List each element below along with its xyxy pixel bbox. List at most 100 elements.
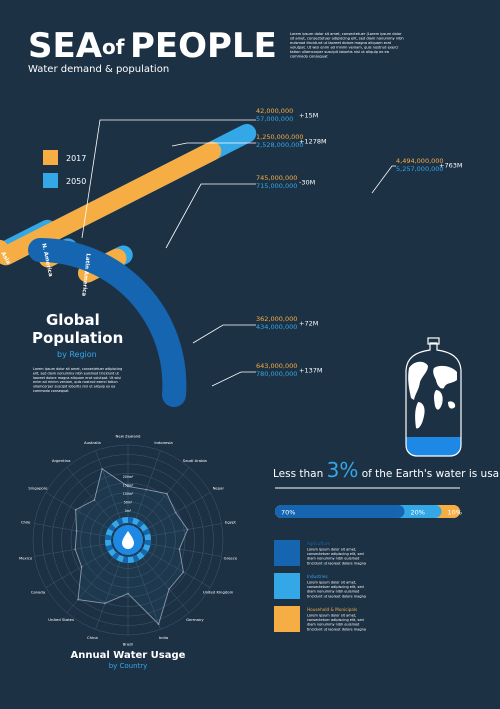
radar-spoke [127, 467, 190, 541]
intro-line: tation ullamcorper suscipit lobortis nis… [290, 50, 389, 54]
category-swatch-3 [274, 606, 300, 632]
radar-ring-segment [127, 517, 134, 524]
population-body-line: laoreet dolore magna aliquam erat volutp… [33, 376, 121, 380]
region-label-6: Latin America [80, 253, 90, 297]
radar-point-18 [101, 467, 104, 470]
legend-label-2050: 2050 [66, 177, 86, 186]
radar-spoke [45, 492, 129, 541]
water-drop-icon [122, 531, 134, 549]
radar-label-12: United States [48, 617, 74, 622]
value-2050-1: 57,000,000 [256, 115, 293, 123]
radar-label-11: China [87, 635, 98, 640]
category-line: Lorem ipsum dolor sit amet, [307, 581, 356, 585]
category-line: consectetuer adipiscing elit, sed [307, 618, 364, 622]
radar-spoke [127, 539, 222, 557]
legend-label-2017: 2017 [66, 154, 86, 163]
radar-spoke [127, 492, 211, 541]
radar-point-17 [93, 499, 96, 501]
category-line: consectetuer adipiscing elit, sed [307, 585, 364, 589]
usage-label-3: 10% [448, 508, 462, 516]
category-line: consectetuer adipiscing elit, sed [307, 552, 364, 556]
radar-subtitle: by Country [109, 662, 148, 670]
category-line: tincidunt ut laoreet dolore magna [307, 561, 366, 565]
water-headline-text: Less than 3% of the Earth's water is usa… [273, 458, 500, 482]
radar-spoke [127, 539, 190, 613]
usage-label-1: 70% [281, 508, 295, 516]
legend-swatch-2017 [43, 150, 58, 165]
leader-line-6 [211, 371, 256, 387]
category-title-1: Agriculture [307, 541, 330, 546]
intro-line: Lorem ipsum dolor sit amet, consectetuer… [290, 32, 402, 36]
population-body-line: elit, sed diam nonummy nibh euismod tinc… [33, 371, 120, 375]
population-body-line: enim ad minim veniam, quis nostrud exerc… [33, 380, 118, 384]
radar-label-16: Singapore [28, 486, 48, 491]
category-line: tincidunt ut laoreet dolore magna [307, 627, 366, 631]
value-2050-3: 715,000,000 [256, 182, 297, 190]
radar-label-17: Argentina [52, 458, 71, 463]
bottle-water [406, 437, 461, 456]
legend-swatch-2050 [43, 173, 58, 188]
bottle-illustration [405, 337, 462, 457]
radar-spoke [127, 450, 161, 541]
population-arc [28, 238, 187, 407]
radar-label-3: Saudi Arabia [183, 458, 207, 463]
value-2017-2: 1,250,000,000 [256, 133, 304, 141]
radar-spoke [66, 467, 129, 541]
value-2050-4: 5,257,000,000 [396, 165, 444, 173]
radar-label-7: United Kingdom [203, 590, 234, 595]
radar-label-8: Germany [186, 617, 204, 622]
leader-line-4 [371, 165, 396, 194]
radar-spoke [66, 539, 129, 613]
radar-scale-label: 150m³ [123, 484, 134, 488]
radar-label-9: India [159, 635, 168, 640]
radar-point-2 [145, 488, 148, 491]
radar-spoke [127, 539, 211, 588]
category-swatch-2 [274, 573, 300, 599]
radar-spoke [127, 523, 222, 541]
category-line: diam nonummy nibh euismod [307, 590, 359, 594]
radar-spoke [95, 450, 129, 541]
year-legend: 2017 2050 [43, 150, 86, 188]
change-1: +15M [299, 112, 318, 120]
value-2017-5: 362,000,000 [256, 315, 297, 323]
value-2017-6: 643,000,000 [256, 362, 297, 370]
population-body-line: commodo consequat [33, 389, 69, 393]
intro-line: volutpat. Ut wisi enim ad minim veniam, … [290, 46, 398, 50]
radar-point-5 [186, 528, 189, 531]
category-line: diam nonummy nibh euismod [307, 557, 359, 561]
radar-point-1 [127, 485, 129, 488]
water-headline: Less than 3% of the Earth's water is usa… [273, 458, 500, 489]
radar-point-13 [80, 565, 83, 568]
population-body-line: Lorem ipsum dolor sit amet, consectetuer… [33, 367, 122, 371]
bottle-cap [427, 337, 440, 345]
leader-line-2 [171, 142, 256, 147]
radar-ring-segment [122, 556, 129, 563]
radar-point-11 [104, 602, 106, 605]
water-headline-pct: 3% [327, 458, 359, 482]
category-title-2: Industries [307, 574, 328, 579]
population-title-line1: Global [46, 311, 100, 329]
radar-point-12 [77, 598, 79, 601]
radar-label-6: Greece [224, 556, 238, 561]
value-2017-1: 42,000,000 [256, 107, 293, 115]
population-title-line2: Population [32, 329, 123, 347]
radar-spoke [34, 523, 129, 541]
header-subtitle: Water demand & population [28, 64, 169, 75]
radar-point-10 [127, 592, 129, 595]
change-4: +763M [439, 162, 462, 170]
water-usage-bar: 70% 20% 10% [275, 505, 462, 518]
region-label-4: Asia [0, 251, 11, 266]
radar-point-3 [165, 492, 168, 495]
radar-spoke [34, 539, 129, 557]
usage-segment-1 [275, 505, 405, 518]
region-arc [28, 238, 187, 407]
change-2: +1278M [299, 138, 327, 146]
leader-line-3 [165, 183, 256, 249]
population-leaders [81, 119, 396, 387]
category-title-3: Household & Municipals [307, 607, 357, 612]
intro-text: Lorem ipsum dolor sit amet, consectetuer… [290, 32, 404, 59]
